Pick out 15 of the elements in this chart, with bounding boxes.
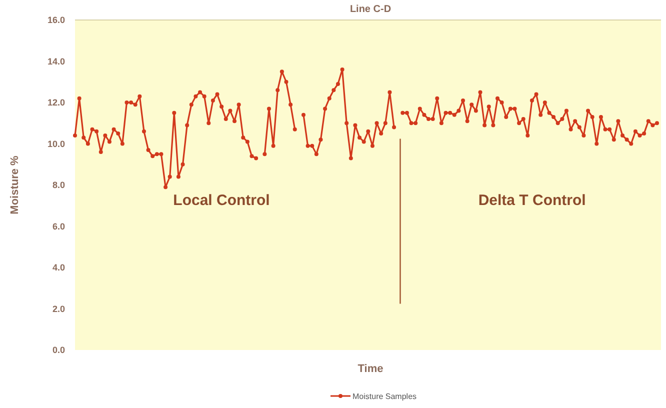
annotation: Local Control <box>173 192 270 209</box>
x-axis-title: Time <box>358 363 384 375</box>
y-tick-label: 6.0 <box>52 221 65 232</box>
y-tick-label: 2.0 <box>52 304 65 314</box>
chart-title: Line C-D <box>350 4 392 15</box>
annotation: Delta T Control <box>478 192 586 209</box>
y-tick-label: 10.0 <box>47 138 65 149</box>
y-tick-label: 14.0 <box>47 56 65 66</box>
y-tick-label: 0.0 <box>52 345 65 356</box>
y-axis-title: Moisture % <box>9 155 21 214</box>
y-tick-label: 4.0 <box>52 262 65 273</box>
y-tick-label: 16.0 <box>47 15 65 26</box>
y-tick-label: 8.0 <box>52 180 65 190</box>
legend-label: Moisture Samples <box>352 392 417 401</box>
y-tick-label: 12.0 <box>47 98 65 108</box>
